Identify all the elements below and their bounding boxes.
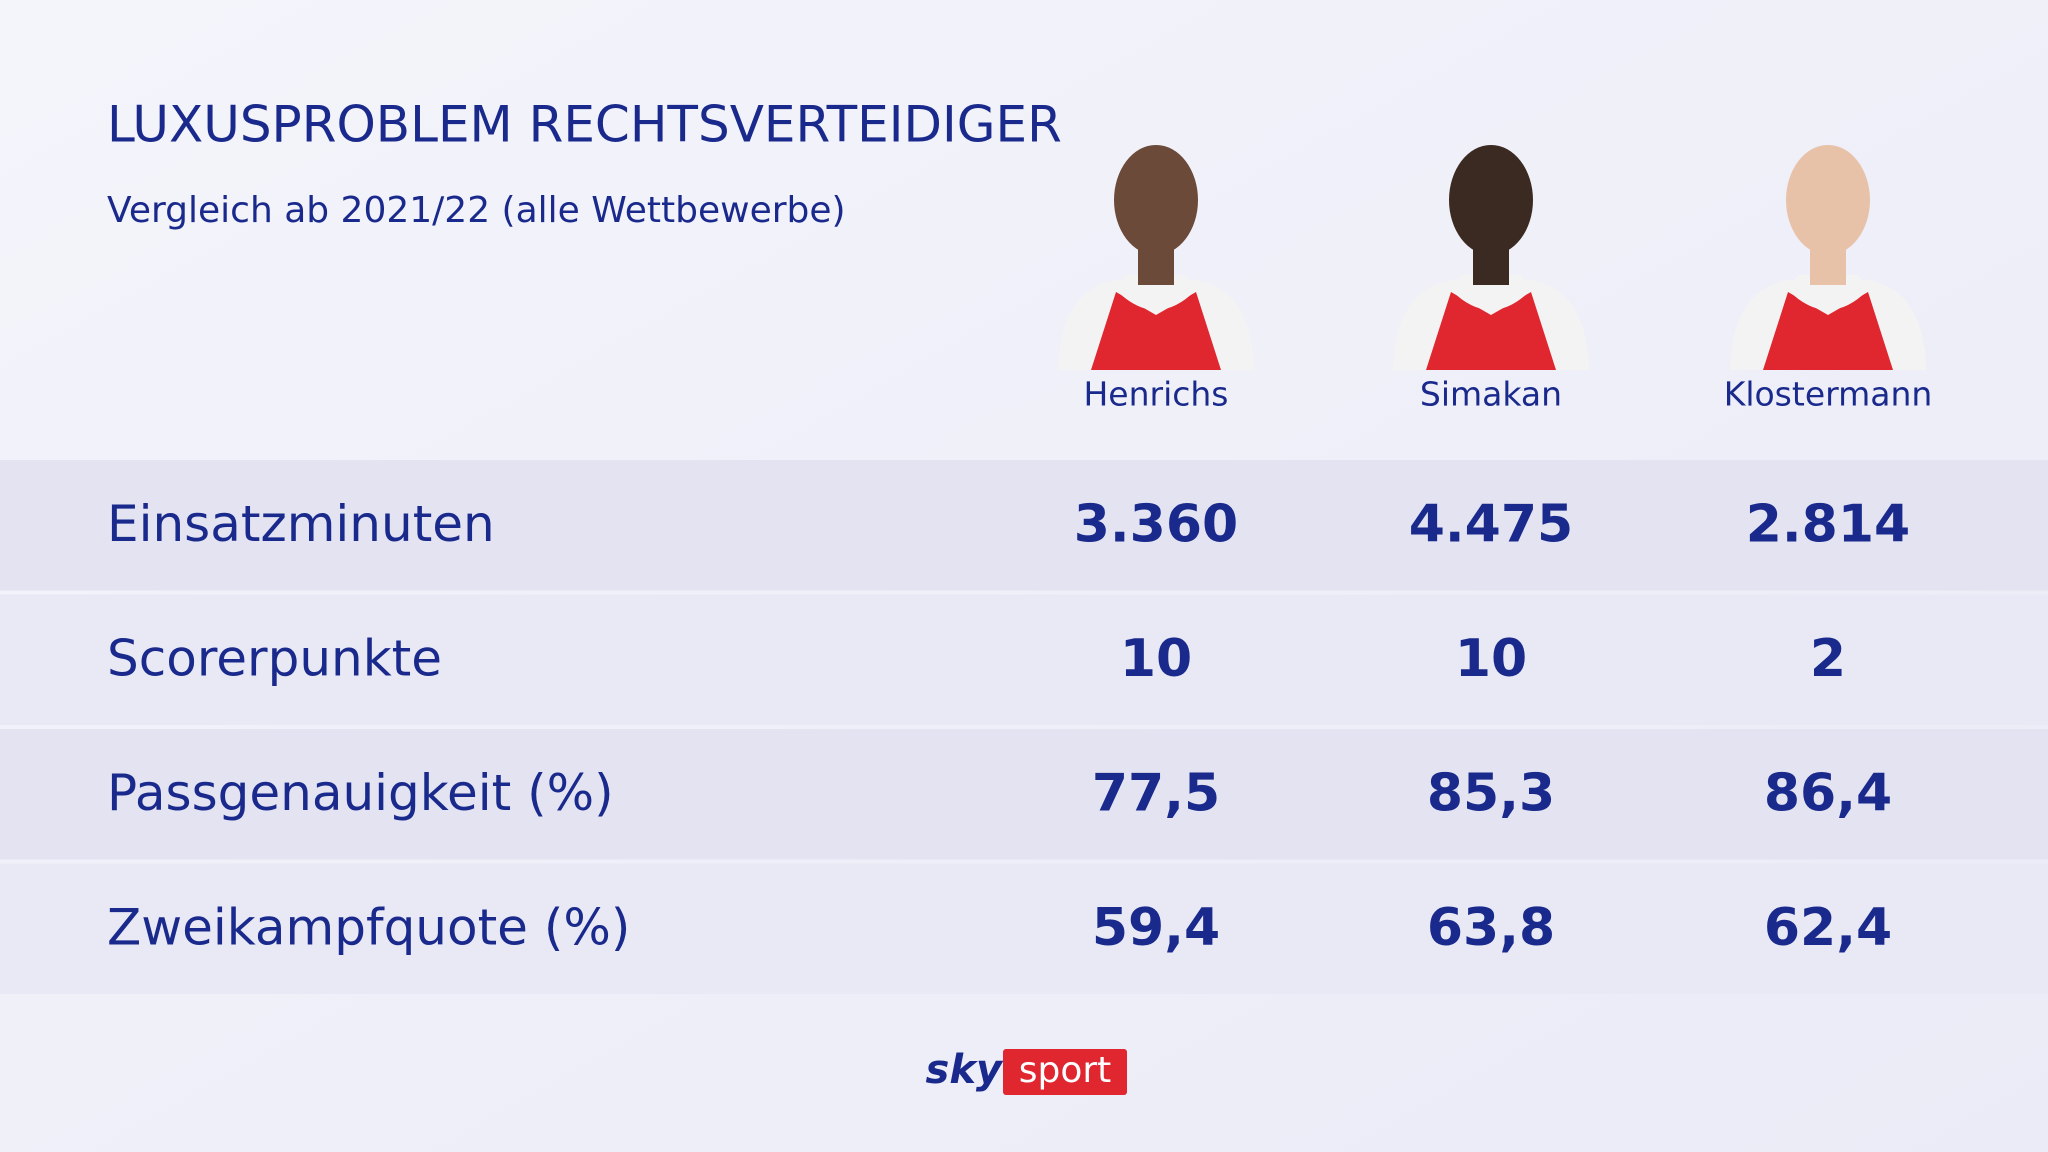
cell-value: 10 [1120, 629, 1192, 689]
cell-value: 10 [1455, 629, 1527, 689]
row-label: Passgenauigkeit (%) [107, 764, 614, 822]
subtitle: Vergleich ab 2021/22 (alle Wettbewerbe) [107, 190, 846, 231]
cell-value: 86,4 [1764, 763, 1892, 823]
title: LUXUSPROBLEM RECHTSVERTEIDIGER [107, 96, 1062, 154]
table-row [0, 460, 2048, 591]
logo-brand: sky [926, 1047, 1004, 1093]
cell-value: 62,4 [1764, 898, 1892, 958]
logo-badge [1003, 1049, 1127, 1095]
cell-value: 2 [1810, 629, 1846, 689]
player-name: Henrichs [1083, 375, 1228, 414]
row-label: Zweikampfquote (%) [107, 898, 630, 956]
table-row [0, 863, 2048, 994]
table-row [0, 594, 2048, 725]
player-name: Klostermann [1724, 375, 1933, 414]
cell-value: 2.814 [1746, 494, 1910, 554]
table-row [0, 729, 2048, 860]
cell-value: 3.360 [1074, 494, 1238, 554]
player-name: Simakan [1420, 375, 1562, 414]
cell-value: 4.475 [1409, 494, 1573, 554]
cell-value: 77,5 [1092, 763, 1220, 823]
logo: sky sport [926, 1047, 1127, 1095]
logo-product: sport [1019, 1050, 1112, 1091]
cell-value: 85,3 [1427, 763, 1555, 823]
cell-value: 59,4 [1092, 898, 1220, 958]
row-label: Scorerpunkte [107, 629, 442, 687]
cell-value: 63,8 [1427, 898, 1555, 958]
row-label: Einsatzminuten [107, 495, 495, 553]
